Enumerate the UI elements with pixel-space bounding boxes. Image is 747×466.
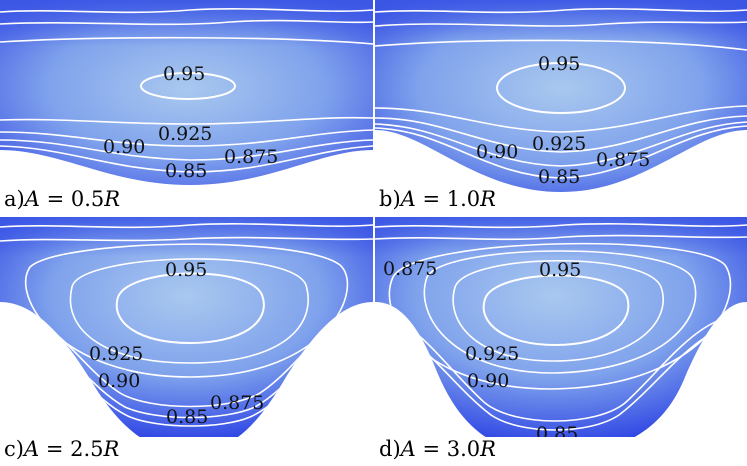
panel-a-caption: a)A = 0.5R bbox=[4, 187, 120, 211]
caption-eq: = 3.0 bbox=[415, 437, 481, 461]
contour-label: 0.925 bbox=[465, 343, 519, 365]
panel-d-plot: 0.875 0.95 0.925 0.90 0.85 bbox=[375, 217, 747, 437]
contour-label: 0.85 bbox=[166, 406, 208, 428]
caption-lhs: A bbox=[23, 437, 40, 461]
contour-label: 0.90 bbox=[98, 370, 140, 392]
contour-label: 0.90 bbox=[103, 136, 145, 158]
panel-c-plot: 0.95 0.925 0.90 0.875 0.85 bbox=[0, 217, 373, 437]
panel-b-plot: 0.95 0.925 0.90 0.875 0.85 bbox=[375, 0, 747, 192]
contour-label: 0.90 bbox=[467, 370, 509, 392]
caption-lhs: A bbox=[400, 437, 416, 461]
panel-b-caption: b)A = 1.0R bbox=[379, 187, 496, 211]
contour-label: 0.925 bbox=[158, 123, 212, 145]
caption-lhs: A bbox=[400, 187, 416, 211]
contour-label: 0.85 bbox=[536, 423, 578, 437]
contour-label: 0.875 bbox=[383, 258, 437, 280]
contour-label: 0.95 bbox=[163, 63, 205, 85]
contour-label: 0.925 bbox=[89, 343, 143, 365]
contour-label: 0.875 bbox=[210, 392, 264, 414]
contour-label: 0.925 bbox=[532, 133, 586, 155]
panel-a-plot: 0.95 0.925 0.90 0.875 0.85 bbox=[0, 0, 373, 185]
caption-var: R bbox=[103, 437, 120, 461]
contour-label: 0.95 bbox=[539, 259, 581, 281]
contour-label: 0.875 bbox=[596, 149, 650, 171]
caption-eq: = 1.0 bbox=[415, 187, 481, 211]
caption-prefix: c) bbox=[4, 437, 24, 461]
panel-c-caption: c)A = 2.5R bbox=[4, 437, 119, 461]
contour-label: 0.95 bbox=[165, 259, 207, 281]
caption-prefix: d) bbox=[379, 437, 401, 461]
contour-label: 0.85 bbox=[165, 160, 207, 182]
caption-prefix: b) bbox=[379, 187, 401, 211]
contour-label: 0.90 bbox=[476, 141, 518, 163]
caption-var: R bbox=[104, 187, 121, 211]
contour-label: 0.85 bbox=[538, 166, 580, 188]
caption-eq: = 2.5 bbox=[39, 437, 104, 461]
caption-eq: = 0.5 bbox=[39, 187, 105, 211]
caption-prefix: a) bbox=[4, 187, 25, 211]
contour-label: 0.875 bbox=[224, 146, 278, 168]
caption-var: R bbox=[480, 187, 496, 211]
caption-lhs: A bbox=[24, 187, 40, 211]
caption-var: R bbox=[480, 437, 496, 461]
panel-d-caption: d)A = 3.0R bbox=[379, 437, 496, 461]
contour-label: 0.95 bbox=[538, 53, 580, 75]
